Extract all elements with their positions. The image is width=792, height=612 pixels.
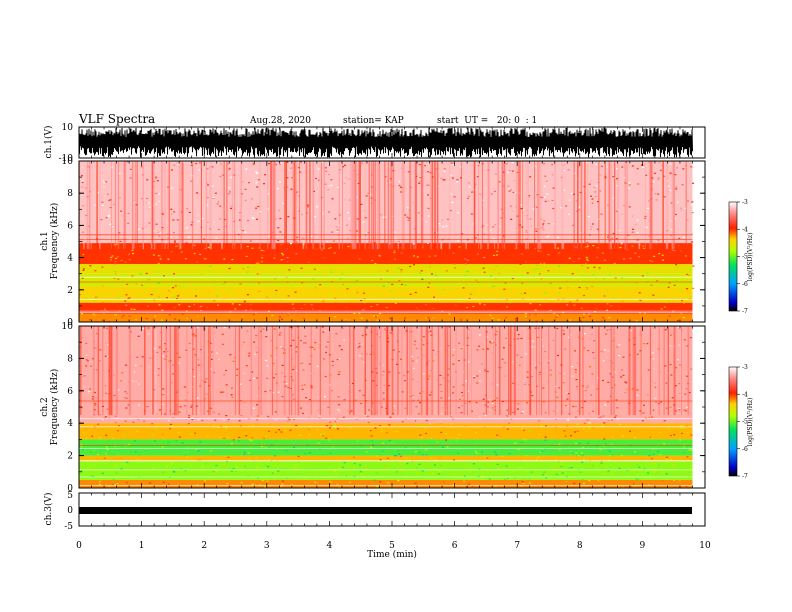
freq-tick-label: 0 — [67, 318, 73, 328]
colorbar-tick-label: -4 — [742, 226, 748, 233]
figure-title: VLF Spectra — [78, 112, 155, 126]
ch3-ytick-5: 5 — [67, 491, 73, 501]
spectrogram-band — [79, 286, 693, 303]
spectrogram-band — [79, 243, 693, 265]
ch2-spectrogram-panel: 0 2 4 6 8 10 ch.2 Frequency (kHz) — [40, 322, 706, 494]
freq-tick-label: 10 — [62, 322, 74, 332]
ch3-ytick-minus5: -5 — [64, 522, 73, 532]
ch1-waveform-panel: 10 -10 ch.1(V) — [43, 123, 706, 164]
time-tick-label: 2 — [201, 541, 207, 551]
colorbar-tick-label: -3 — [742, 364, 748, 371]
colorbar-tick-label: -5 — [742, 419, 748, 426]
spectrogram-band — [79, 161, 693, 244]
time-tick-label: 5 — [389, 541, 395, 551]
ch2-spec-ylabel-line1: ch.2 — [40, 397, 50, 416]
freq-tick-label: 8 — [67, 354, 73, 364]
time-tick-label: 8 — [577, 541, 583, 551]
colorbar-ch1: -3 -4 -5 -6 -7 log(PSD)(V²/Hz) — [728, 199, 754, 315]
freq-tick-label: 8 — [67, 189, 73, 199]
colorbar-ch2-label: log(PSD)(V²/Hz) — [747, 398, 754, 447]
spectrogram-band — [79, 273, 693, 287]
freq-tick-label: 4 — [67, 419, 73, 429]
header-station: station= KAP — [343, 116, 404, 126]
time-tick-label: 6 — [452, 541, 458, 551]
colorbar-tick-label: -7 — [742, 473, 748, 480]
time-tick-label: 7 — [514, 541, 520, 551]
header-start-time: start UT = 20: 0 : 1 — [437, 116, 537, 126]
colorbar-tick-label: -7 — [742, 308, 748, 315]
time-tick-label: 9 — [640, 541, 646, 551]
colorbar-tick-label: -5 — [742, 254, 748, 261]
colorbar-ch2: -3 -4 -5 -6 -7 log(PSD)(V²/Hz) — [728, 364, 754, 480]
header-date: Aug.28, 2020 — [249, 116, 311, 126]
ch3-signal-band — [79, 507, 692, 514]
spectrogram-band — [79, 264, 693, 274]
x-axis-label: Time (min) — [367, 549, 417, 560]
freq-tick-label: 6 — [67, 387, 73, 397]
ch3-ytick-0: 0 — [67, 506, 73, 516]
freq-tick-label: 10 — [62, 157, 74, 167]
freq-tick-label: 0 — [67, 484, 73, 494]
ch1-spectrogram-panel: 0 2 4 6 8 10 ch.1 Frequency (kHz) — [40, 157, 706, 328]
colorbar-tick-label: -3 — [742, 199, 748, 206]
ch1-ytick-top: 10 — [62, 123, 74, 133]
ch1-waveform-trace — [79, 127, 693, 158]
ch1-spec-ylabel-line1: ch.1 — [40, 231, 50, 250]
colorbar-tick-label: -6 — [742, 281, 748, 288]
ch3-waveform-panel: 5 0 -5 ch.3(V) — [43, 491, 706, 532]
ch1-ytick-bottom: -10 — [59, 154, 74, 164]
colorbar-ch1-label: log(PSD)(V²/Hz) — [747, 233, 754, 282]
time-tick-label: 4 — [327, 541, 333, 551]
spectrogram-band — [79, 479, 693, 488]
freq-tick-label: 2 — [67, 286, 73, 296]
time-tick-label: 1 — [139, 541, 145, 551]
spectrogram-band — [79, 313, 693, 322]
time-tick-label: 0 — [76, 541, 82, 551]
x-axis: 0 1 2 3 4 5 6 7 8 9 10 — [76, 127, 711, 551]
time-tick-label: 3 — [264, 541, 270, 551]
time-tick-label: 10 — [699, 541, 711, 551]
colorbar-tick-label: -6 — [742, 446, 748, 453]
ch3-waveform-ylabel: ch.3(V) — [43, 493, 54, 526]
ch2-spec-ylabel-line2: Frequency (kHz) — [49, 369, 60, 446]
freq-tick-label: 2 — [67, 452, 73, 462]
spectrogram-band — [79, 455, 693, 461]
spectrogram-band — [79, 439, 693, 456]
freq-tick-label: 4 — [67, 254, 73, 264]
ch1-spec-ylabel-line2: Frequency (kHz) — [49, 203, 60, 280]
ch1-waveform-ylabel: ch.1(V) — [43, 126, 54, 159]
colorbar-tick-label: -4 — [742, 391, 748, 398]
freq-tick-label: 6 — [67, 221, 73, 231]
